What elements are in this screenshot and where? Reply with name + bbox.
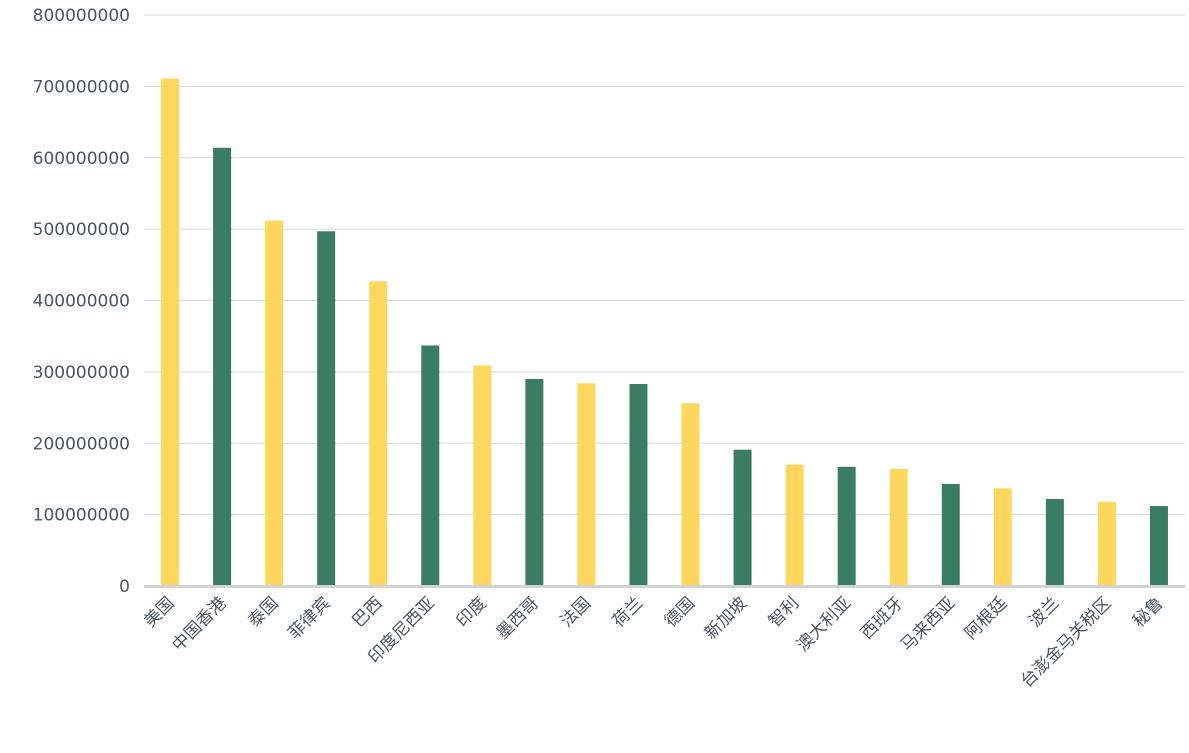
bar: [1045, 498, 1064, 586]
x-tick-label: 墨西哥: [493, 593, 543, 643]
x-tick-label: 智利: [765, 593, 803, 631]
y-tick-label: 0: [119, 577, 130, 597]
x-tick-label: 德国: [661, 593, 699, 631]
bar: [317, 231, 336, 587]
bar: [1097, 501, 1116, 586]
y-tick-label: 100000000: [33, 506, 130, 526]
x-tick-label: 荷兰: [609, 593, 647, 631]
y-tick-label: 200000000: [33, 434, 130, 454]
bar: [993, 488, 1012, 586]
x-tick-label: 台澎金马关税区: [1017, 593, 1115, 691]
x-tick-label: 马来西亚: [897, 593, 959, 655]
bar: [629, 384, 648, 586]
y-tick-label: 400000000: [33, 292, 130, 312]
x-tick-label: 中国香港: [168, 593, 230, 655]
bar: [681, 403, 700, 586]
x-tick-label: 印度: [453, 593, 491, 631]
gridlines: [144, 14, 1185, 516]
y-tick-label: 600000000: [33, 149, 130, 169]
x-tick-label: 阿根廷: [961, 593, 1011, 643]
bar: [421, 345, 440, 586]
x-tick-label: 泰国: [244, 593, 282, 631]
y-tick-label: 300000000: [33, 363, 130, 383]
x-tick-label: 秘鲁: [1129, 593, 1167, 631]
x-tick-label: 巴西: [349, 593, 387, 631]
bar: [941, 483, 960, 586]
bar: [837, 466, 856, 586]
bar: [473, 365, 492, 586]
bar: [889, 468, 908, 586]
bar: [265, 220, 284, 586]
x-tick-label: 新加坡: [701, 593, 751, 643]
y-tick-label: 500000000: [33, 220, 130, 240]
x-tick-label: 波兰: [1025, 593, 1063, 631]
bar: [785, 464, 804, 586]
bar: [369, 281, 388, 586]
x-tick-label: 法国: [557, 593, 595, 631]
x-tick-label: 菲律宾: [285, 593, 335, 643]
x-tick-label: 西班牙: [857, 593, 907, 643]
bar: [733, 449, 752, 586]
bars: [161, 78, 1168, 587]
y-tick-label: 700000000: [33, 77, 130, 97]
bar: [1149, 506, 1168, 586]
y-axis-ticks: 0 100000000 200000000 300000000 400000000 500…: [33, 6, 130, 597]
x-tick-label: 美国: [140, 593, 178, 631]
bar: [525, 379, 544, 586]
bar: [213, 147, 232, 586]
bar: [161, 78, 180, 587]
bar: [577, 383, 596, 586]
y-tick-label: 800000000: [33, 6, 130, 26]
x-tick-label: 澳大利亚: [793, 593, 855, 655]
